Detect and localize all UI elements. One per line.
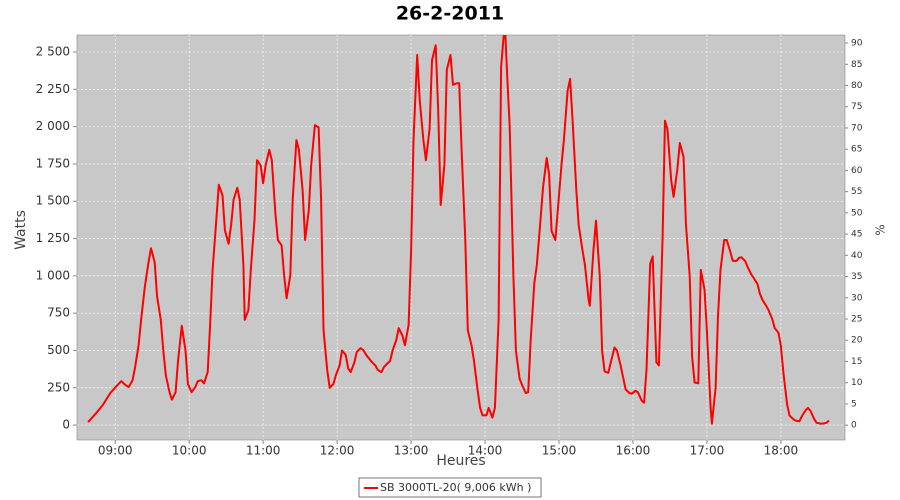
grid [77,35,845,440]
series-line [87,35,830,425]
y-tick-label: 750 [47,306,70,320]
x-tick-label: 09:00 [98,444,133,458]
y-tick-label: 1 500 [36,194,70,208]
y2-tick-label: 25 [851,315,862,325]
legend-box [358,477,542,498]
x-tick-label: 11:00 [246,444,281,458]
x-tick-label: 17:00 [690,444,725,458]
y-tick-label: 1 000 [36,268,70,282]
y2-tick-label: 65 [851,145,862,155]
x-tick-label: 16:00 [616,444,651,458]
y2-axis-label: % [874,224,888,235]
x-tick-label: 15:00 [542,444,577,458]
y2-tick-label: 5 [851,399,857,409]
y2-tick-label: 35 [851,272,862,282]
y-tick-label: 2 500 [36,45,70,59]
x-tick-label: 18:00 [764,444,799,458]
x-tick-label: 13:00 [394,444,429,458]
y-tick-label: 250 [47,380,70,394]
y-tick-label: 0 [62,418,70,432]
y2-tick-label: 75 [851,102,862,112]
y-axis-label: Watts [13,210,29,250]
x-tick-label: 10:00 [172,444,207,458]
y2-tick-label: 30 [851,293,863,303]
plot-area [76,34,846,441]
y-tick-label: 2 000 [36,119,70,133]
y2-tick-label: 70 [851,123,863,133]
x-tick-label: 12:00 [320,444,355,458]
y2-tick-label: 85 [851,60,862,70]
y2-tick-label: 15 [851,357,862,367]
y2-tick-label: 80 [851,81,863,91]
y2-tick-label: 40 [851,251,863,261]
legend: SB 3000TL-20( 9,006 kWh ) [358,477,542,498]
x-tick-label: 14:00 [468,444,503,458]
y2-tick-label: 20 [851,336,863,346]
y2-tick-label: 45 [851,230,862,240]
y2-tick-label: 60 [851,166,863,176]
y-tick-label: 500 [47,343,70,357]
y-tick-label: 1 250 [36,231,70,245]
x-axis-label: Heures [436,453,485,469]
y-tick-label: 2 250 [36,82,70,96]
y2-tick-label: 10 [851,378,863,388]
legend-label: SB 3000TL-20( 9,006 kWh ) [380,481,531,494]
chart-title: 26-2-2011 [396,3,504,25]
y2-tick-label: 50 [851,208,863,218]
y2-tick-label: 55 [851,187,862,197]
y2-tick-label: 90 [851,39,863,49]
y-tick-label: 1 750 [36,156,70,170]
y2-tick-label: 0 [851,421,857,431]
